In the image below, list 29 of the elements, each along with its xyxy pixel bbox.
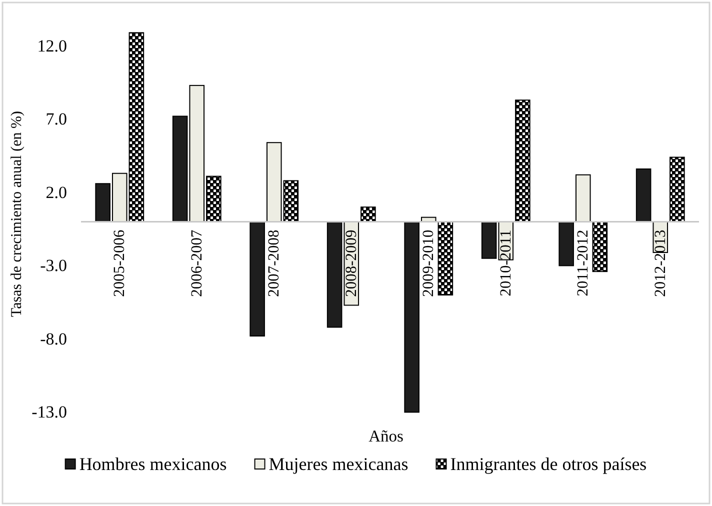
x-tick-label: 2012-2013 bbox=[652, 229, 669, 297]
bar bbox=[360, 206, 376, 222]
y-tick-label: 7.0 bbox=[46, 110, 67, 129]
y-tick-label: 2.0 bbox=[46, 182, 67, 202]
legend-label: Mujeres mexicanas bbox=[268, 454, 408, 474]
bar bbox=[558, 221, 574, 266]
y-tick-label: 12.0 bbox=[37, 36, 67, 56]
x-tick-label: 2010-2011 bbox=[497, 230, 514, 296]
legend-label: Inmigrantes de otros países bbox=[450, 454, 647, 474]
y-tick-label: -3.0 bbox=[40, 256, 67, 276]
x-tick-label: 2008-2009 bbox=[342, 229, 360, 297]
bar bbox=[250, 221, 265, 337]
legend-label: Hombres mexicanos bbox=[79, 454, 227, 474]
x-tick-label: 2006-2007 bbox=[188, 229, 206, 297]
bar bbox=[438, 221, 454, 296]
bar bbox=[515, 100, 530, 222]
y-tick-label: -13.0 bbox=[32, 402, 67, 422]
bar bbox=[575, 174, 591, 222]
x-tick-label: 2009-2010 bbox=[420, 229, 438, 297]
x-tick-label: 2007-2008 bbox=[266, 229, 283, 297]
y-tick-label: -8.0 bbox=[40, 329, 67, 348]
x-axis-title: Años bbox=[368, 426, 404, 446]
bar bbox=[404, 221, 420, 413]
x-tick-label: 2011-2012 bbox=[574, 230, 592, 296]
bar bbox=[592, 221, 608, 272]
bar bbox=[636, 168, 652, 222]
bar bbox=[670, 156, 685, 222]
y-axis-title: Tasas de crecimiento anual (en %) bbox=[9, 111, 25, 317]
x-tick-label: 2005-2006 bbox=[111, 229, 128, 297]
